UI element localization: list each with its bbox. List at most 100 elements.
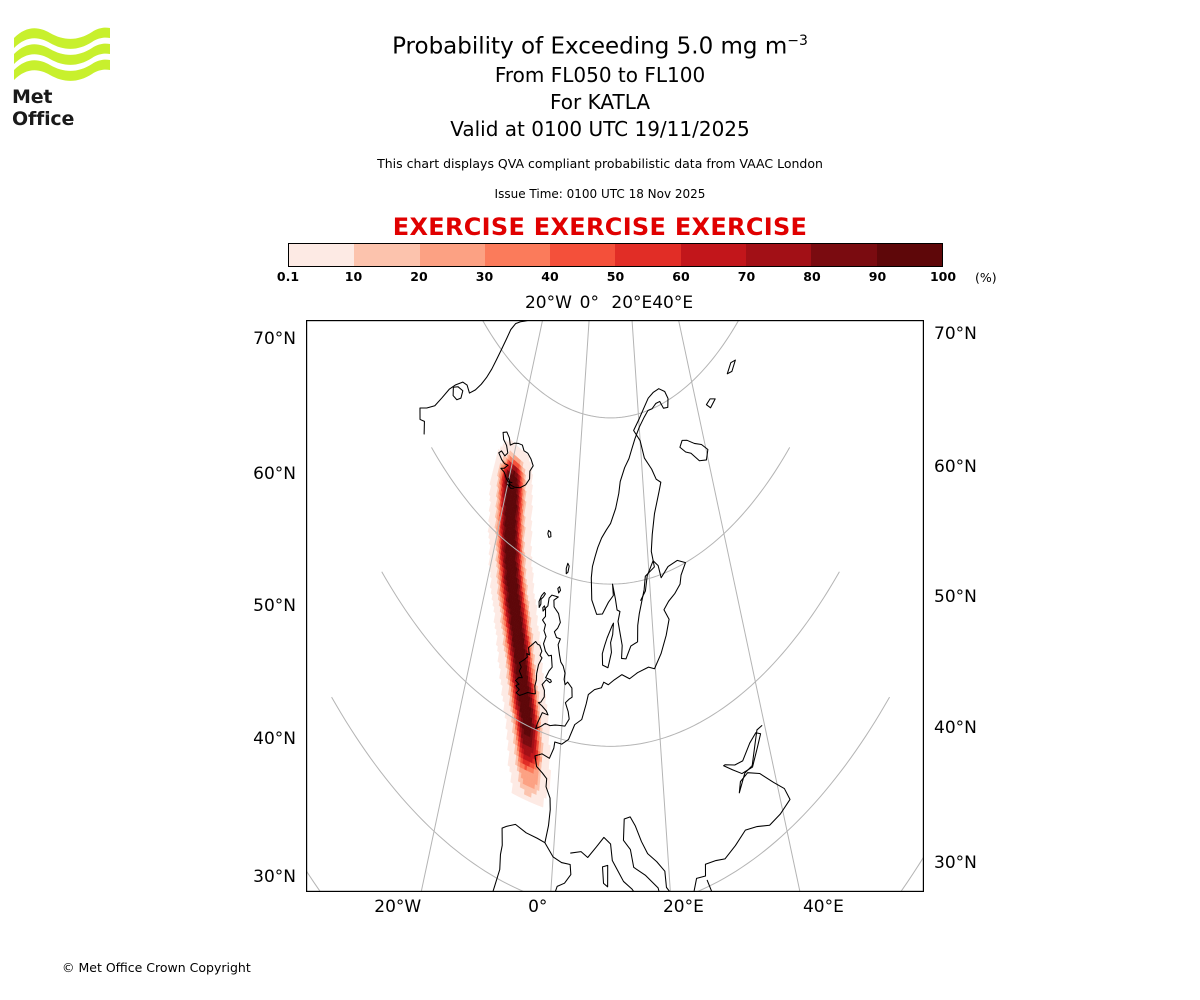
plume-cell [547,744,551,751]
issue-time: Issue Time: 0100 UTC 18 Nov 2025 [494,186,706,201]
coastline-segment-2 [498,431,534,489]
lat-label-right-50°N: 50°N [934,586,977,607]
lon-label-bottom-0°: 0° [528,897,548,917]
lon-label-top-40°E: 40°E [652,293,694,313]
coastline-segment-11 [557,586,562,594]
coastline-segment-1 [452,386,464,401]
plume-cell [529,519,533,527]
plume-cell [534,604,538,611]
qva-disclaimer: This chart displays QVA compliant probab… [377,155,823,171]
coastline-segment-9 [542,605,546,612]
colorbar-band-5 [615,244,681,266]
page-title: Probability of Exceeding 5.0 mg m−3 [0,26,1200,62]
coastline-segment-0 [419,320,531,435]
colorbar-band-4 [550,244,616,266]
parallel-60 [431,447,791,585]
coastline-segment-30 [705,398,716,409]
lat-label-right-40°N: 40°N [934,717,977,738]
plume-cell [533,598,537,605]
lon-label-top-20°E: 20°E [611,293,653,313]
met-office-wordmark: Met Office [12,86,75,130]
ash-plume-layer [487,437,552,808]
colorbar-band-1 [354,244,420,266]
lon-label-top-0°: 0° [579,293,599,313]
plume-cell [535,625,539,632]
colorbar: 0.1 10 20 30 40 50 60 70 80 90 100 [277,243,956,284]
met-office-logo: Met Office [12,24,112,130]
lon-label-bottom-20°E: 20°E [662,897,704,917]
plume-cell [547,769,552,776]
coastline-layer [419,320,791,892]
plume-cell [530,494,533,501]
met-office-waves-icon [14,27,110,81]
lon-label-top-20°W: 20°W [524,293,572,313]
colorbar-band-6 [680,244,747,266]
colorbar-band-8 [811,244,877,266]
plume-cell [529,566,533,573]
colorbar-bands [288,243,943,267]
plume-cell [530,483,533,491]
lon-label-bottom-20°W: 20°W [374,897,422,917]
footer-copyright: © Met Office Crown Copyright [62,960,251,975]
colorbar-band-0 [289,244,355,266]
plume-cell [531,582,535,589]
coastline-segment-33 [640,560,654,601]
colorbar-tick-40: 40 [541,269,559,284]
coastline-segment-21 [601,864,609,888]
colorbar-tick-30: 30 [475,269,494,284]
coastline-segment-10 [538,591,546,608]
lat-label-right-70°N: 70°N [934,323,977,344]
lat-label-left-60°N: 60°N [253,463,296,484]
coastline-segment-17 [570,725,791,892]
coastline-segment-6 [547,529,552,538]
meridian--20 [420,320,544,892]
colorbar-tick-100: 100 [929,269,957,284]
title-valid-time: Valid at 0100 UTC 19/11/2025 [450,116,750,141]
plume-cell [539,661,543,669]
parallel-40 [331,696,890,892]
lat-label-left-50°N: 50°N [253,595,296,616]
plume-cell [531,571,534,579]
colorbar-tick-20: 20 [410,269,428,284]
colorbar-band-9 [876,244,942,266]
colorbar-tick-60: 60 [672,269,690,284]
plume-cell [530,473,534,480]
meridian-20 [631,320,671,892]
lat-label-right-30°N: 30°N [934,853,977,874]
map-frame [306,320,924,892]
lat-label-left-70°N: 70°N [253,328,296,349]
plume-cell [529,461,532,469]
plume-cell [535,614,539,621]
colorbar-tick-50: 50 [606,269,625,284]
meridian-0 [550,320,590,892]
colorbar-tick-90: 90 [868,269,887,284]
title-exponent: −3 [787,33,808,49]
graticule-layer [306,320,924,892]
coastline-segment-15 [534,559,687,844]
colorbar-unit-label: (%) [975,270,997,285]
colorbar-tick-10: 10 [344,269,363,284]
colorbar-band-7 [746,244,812,266]
exercise-banner: EXERCISE EXERCISE EXERCISE [392,213,808,241]
plume-cell [530,504,533,512]
plume-cell [544,703,548,710]
coastline-segment-7 [565,562,570,575]
coastline-segment-32 [679,439,709,462]
coastline-segment-31 [726,359,736,375]
coastline-segment-14 [601,622,615,669]
lat-label-left-40°N: 40°N [253,728,296,749]
colorbar-band-2 [419,244,485,266]
parallel-50 [381,571,840,747]
colorbar-band-3 [484,244,551,266]
parallel-70 [481,320,740,419]
plume-cell [529,530,533,537]
title-main-text: Probability of Exceeding 5.0 mg m [392,33,788,60]
lat-label-left-30°N: 30°N [253,866,296,887]
title-flight-levels: From FL050 to FL100 [494,62,706,87]
colorbar-tick-70: 70 [737,269,756,284]
map-background [306,320,924,892]
coastline-segment-18 [723,732,762,775]
coastline-segment-13 [590,388,669,660]
chart-title-block: Probability of Exceeding 5.0 mg m−3 From… [0,26,1200,203]
coastline-segment-8 [535,594,573,730]
